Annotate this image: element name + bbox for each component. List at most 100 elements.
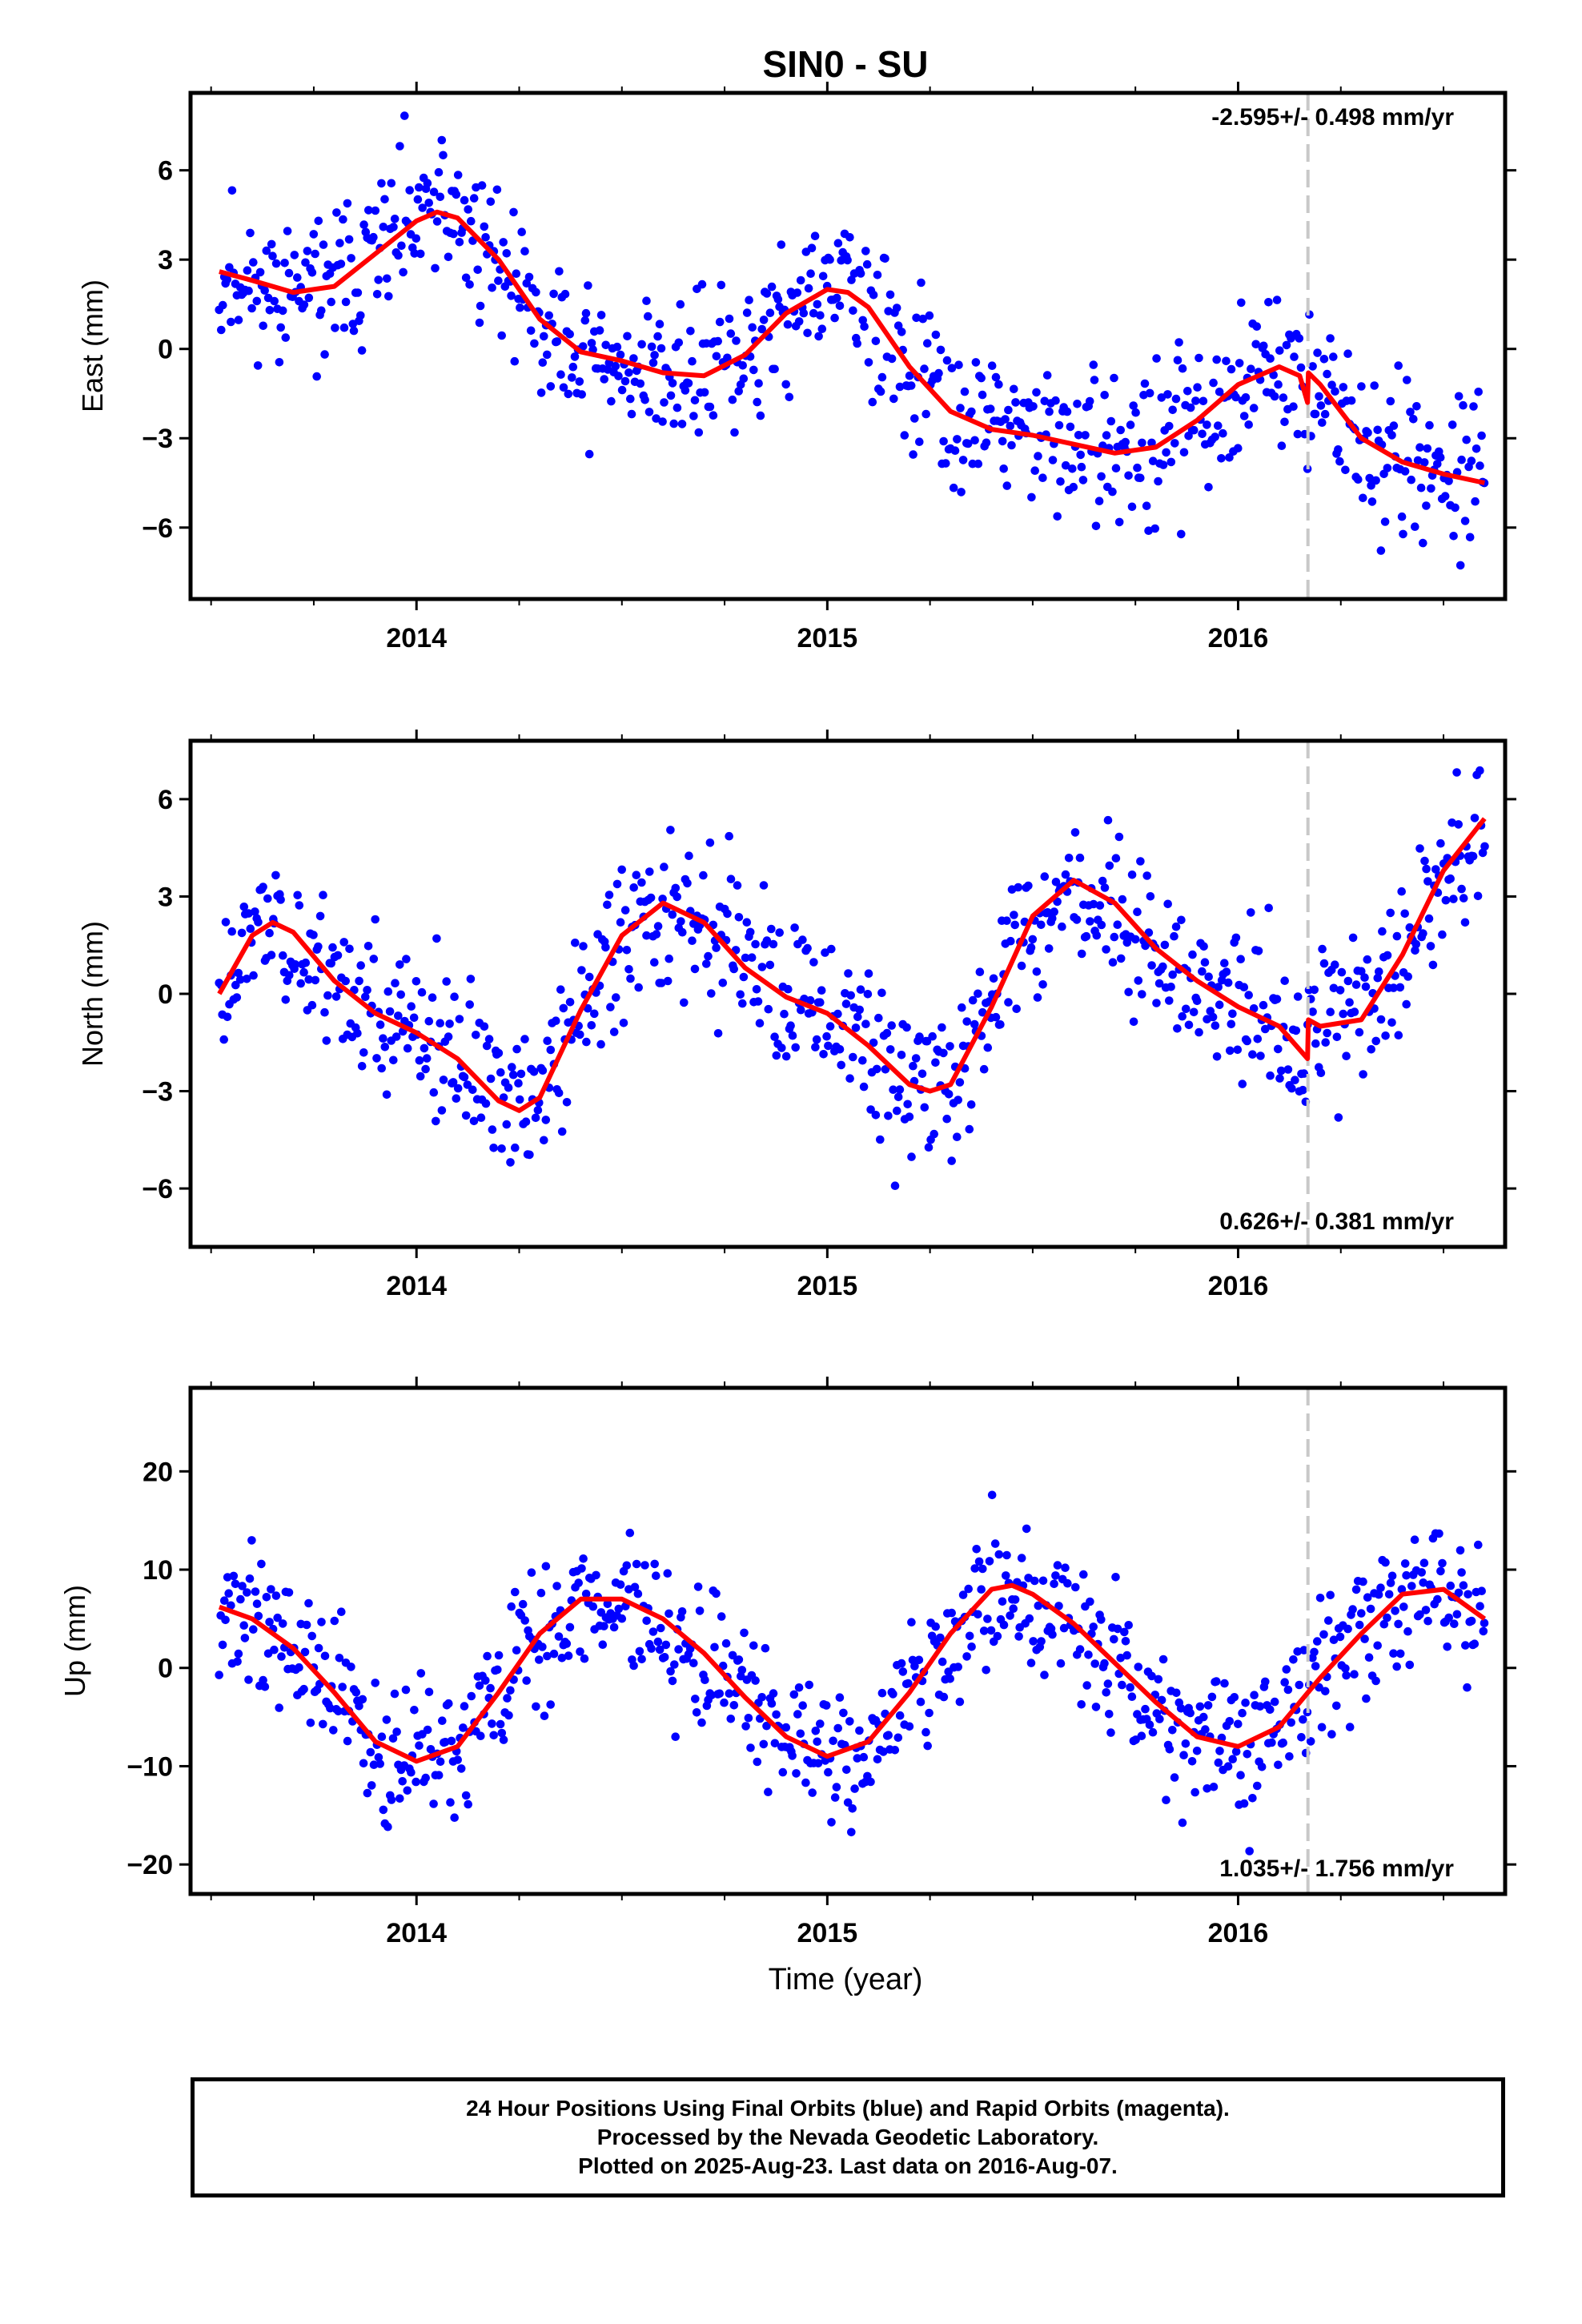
- data-point: [477, 181, 487, 190]
- data-point: [271, 870, 280, 880]
- data-point: [554, 1632, 564, 1641]
- data-point: [1069, 482, 1078, 492]
- data-point: [1310, 1647, 1319, 1657]
- data-point: [1350, 1670, 1359, 1679]
- data-point: [476, 301, 485, 311]
- data-point: [889, 1085, 897, 1094]
- data-point: [596, 311, 606, 320]
- data-point: [1014, 1632, 1023, 1641]
- data-point: [921, 409, 930, 419]
- data-point: [1249, 1004, 1259, 1013]
- data-point: [1371, 1036, 1380, 1046]
- data-point: [1247, 364, 1255, 374]
- data-point: [914, 1655, 924, 1665]
- data-point: [357, 1062, 367, 1071]
- data-point: [1472, 444, 1481, 453]
- data-point: [860, 322, 869, 332]
- data-point: [335, 239, 344, 247]
- data-point: [964, 1584, 973, 1594]
- data-point: [252, 1599, 262, 1608]
- data-point: [953, 435, 962, 444]
- data-point: [296, 979, 306, 988]
- data-point: [713, 336, 722, 346]
- data-point: [556, 370, 565, 380]
- data-point: [1287, 1718, 1295, 1727]
- data-point: [656, 979, 666, 987]
- data-point: [1383, 1613, 1391, 1622]
- data-point: [507, 1602, 516, 1611]
- data-point: [1133, 463, 1142, 472]
- data-point: [751, 939, 760, 949]
- data-point: [905, 371, 914, 380]
- data-point: [1329, 1635, 1339, 1644]
- data-point: [1203, 1784, 1211, 1793]
- data-point: [511, 1587, 520, 1597]
- data-point: [1215, 388, 1224, 396]
- data-point: [977, 1585, 986, 1594]
- data-point: [1449, 532, 1458, 541]
- data-point: [481, 1676, 490, 1685]
- data-point: [468, 1085, 477, 1095]
- data-point: [1203, 1701, 1213, 1710]
- data-point: [833, 1723, 842, 1733]
- data-point: [1443, 1642, 1452, 1651]
- data-point: [583, 1003, 592, 1013]
- data-point: [753, 1757, 762, 1767]
- data-point: [522, 1676, 531, 1685]
- data-point: [1293, 992, 1303, 1001]
- rate-annotation: 0.626+/- 0.381 mm/yr: [1219, 1208, 1454, 1235]
- data-point: [1215, 1000, 1224, 1009]
- data-point: [1326, 334, 1335, 343]
- data-point: [1332, 1032, 1342, 1042]
- data-point: [846, 991, 855, 1000]
- data-point: [1287, 1084, 1296, 1093]
- data-point: [1345, 998, 1354, 1007]
- data-point: [1306, 1737, 1315, 1746]
- data-point: [604, 891, 614, 899]
- data-point: [897, 328, 906, 336]
- data-point: [898, 1667, 908, 1676]
- footer-line-2: Processed by the Nevada Geodetic Laborat…: [596, 2125, 1099, 2149]
- data-point: [1387, 431, 1396, 440]
- data-point: [356, 961, 366, 970]
- data-point: [259, 321, 268, 331]
- data-point: [1234, 1719, 1243, 1729]
- data-point: [1181, 1739, 1191, 1748]
- data-point: [1056, 477, 1065, 486]
- data-point: [447, 1736, 456, 1746]
- data-point: [516, 303, 524, 312]
- data-point: [1111, 464, 1121, 472]
- data-point: [568, 362, 578, 372]
- data-point: [349, 326, 359, 336]
- data-point: [1002, 1550, 1011, 1560]
- data-point: [1127, 870, 1137, 879]
- data-point: [434, 1771, 444, 1779]
- data-point: [1427, 484, 1435, 493]
- data-point: [1168, 405, 1177, 415]
- data-point: [955, 1697, 965, 1707]
- data-point: [830, 313, 839, 323]
- data-point: [1097, 920, 1106, 930]
- data-point: [1092, 931, 1102, 940]
- data-point: [1367, 497, 1377, 506]
- data-point: [897, 1659, 906, 1668]
- data-point: [1419, 538, 1427, 548]
- data-point: [319, 1719, 327, 1729]
- data-point: [734, 1655, 744, 1664]
- data-point: [290, 251, 299, 259]
- data-point: [785, 392, 794, 402]
- data-point: [1422, 864, 1431, 874]
- data-point: [1029, 402, 1038, 411]
- data-point: [936, 345, 946, 355]
- data-point: [1283, 1065, 1293, 1074]
- data-point: [665, 1609, 673, 1618]
- data-point: [254, 1611, 263, 1621]
- data-point: [307, 1000, 317, 1010]
- data-point: [332, 208, 341, 217]
- data-point: [832, 1783, 841, 1791]
- data-point: [1059, 1623, 1069, 1633]
- data-point: [1201, 1725, 1210, 1734]
- data-point: [276, 895, 285, 904]
- data-point: [1373, 1641, 1382, 1651]
- data-point: [1415, 1610, 1424, 1619]
